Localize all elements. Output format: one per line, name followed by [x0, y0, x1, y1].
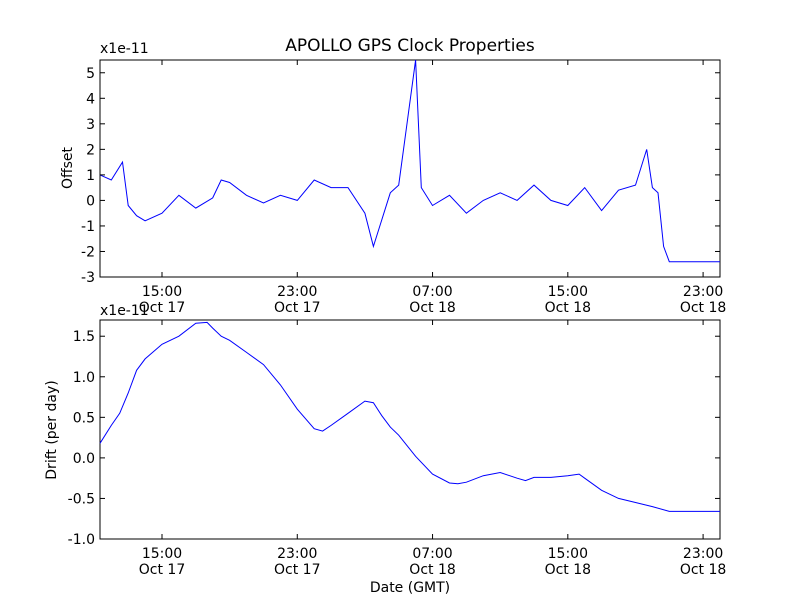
drift-axis-multiplier: x1e-11	[100, 303, 149, 319]
offset-x-tick-time-label: 07:00	[412, 284, 452, 300]
drift-x-tick-date-label: Oct 18	[545, 562, 591, 578]
drift-y-tick-label: -0.5	[68, 491, 95, 507]
offset-y-tick-label: 3	[86, 117, 95, 133]
offset-axis-multiplier: x1e-11	[100, 41, 149, 57]
offset-y-axis-label: Offset	[60, 146, 76, 189]
drift-x-tick-date-label: Oct 18	[409, 562, 455, 578]
offset-y-tick-label: 4	[86, 91, 95, 107]
drift-x-tick-time-label: 15:00	[548, 546, 588, 562]
offset-y-tick-label: 2	[86, 142, 95, 158]
offset-y-tick-label: 5	[86, 66, 95, 82]
chart-title: APOLLO GPS Clock Properties	[285, 36, 535, 56]
drift-series-group	[99, 321, 720, 512]
offset-y-tick-label: 1	[86, 168, 95, 184]
drift-plot-frame	[99, 319, 721, 540]
drift-x-tick-time-label: 23:00	[277, 546, 317, 562]
drift-x-axis-label: Date (GMT)	[370, 580, 450, 596]
offset-plot-frame	[99, 59, 721, 278]
offset-x-tick-time-label: 15:00	[548, 284, 588, 300]
offset-x-tick-date-label: Oct 17	[274, 300, 320, 316]
drift-series-line	[99, 321, 720, 512]
offset-y-ticks: -3 -2 -1 0 1 2 3 4 5	[81, 66, 720, 286]
drift-x-tick-date-label: Oct 18	[680, 562, 726, 578]
drift-x-tick-time-label: 23:00	[683, 546, 723, 562]
offset-series-line	[99, 59, 720, 263]
drift-y-tick-label: 1.5	[73, 329, 95, 345]
offset-x-tick-time-label: 23:00	[683, 284, 723, 300]
offset-x-tick-date-label: Oct 18	[409, 300, 455, 316]
drift-x-tick-time-label: 07:00	[412, 546, 452, 562]
drift-x-tick-date-label: Oct 17	[139, 562, 185, 578]
offset-x-tick-date-label: Oct 18	[680, 300, 726, 316]
drift-y-tick-label: 1.0	[73, 370, 95, 386]
offset-y-tick-label: -3	[81, 270, 95, 286]
drift-y-tick-label: 0.0	[73, 451, 95, 467]
drift-y-axis-label: Drift (per day)	[44, 380, 60, 479]
offset-y-tick-label: 0	[86, 193, 95, 209]
offset-x-tick-time-label: 15:00	[142, 284, 182, 300]
drift-y-tick-label: 0.5	[73, 410, 95, 426]
drift-x-tick-date-label: Oct 17	[274, 562, 320, 578]
drift-y-ticks: -1.0 -0.5 0.0 0.5 1.0 1.5	[68, 329, 720, 548]
offset-series-group	[99, 59, 720, 263]
drift-x-tick-time-label: 15:00	[142, 546, 182, 562]
offset-y-tick-label: -2	[81, 244, 95, 260]
offset-x-tick-date-label: Oct 18	[545, 300, 591, 316]
offset-x-tick-time-label: 23:00	[277, 284, 317, 300]
drift-y-tick-label: -1.0	[68, 532, 95, 548]
offset-y-tick-label: -1	[81, 219, 95, 235]
offset-x-tick-date-label: Oct 17	[139, 300, 185, 316]
